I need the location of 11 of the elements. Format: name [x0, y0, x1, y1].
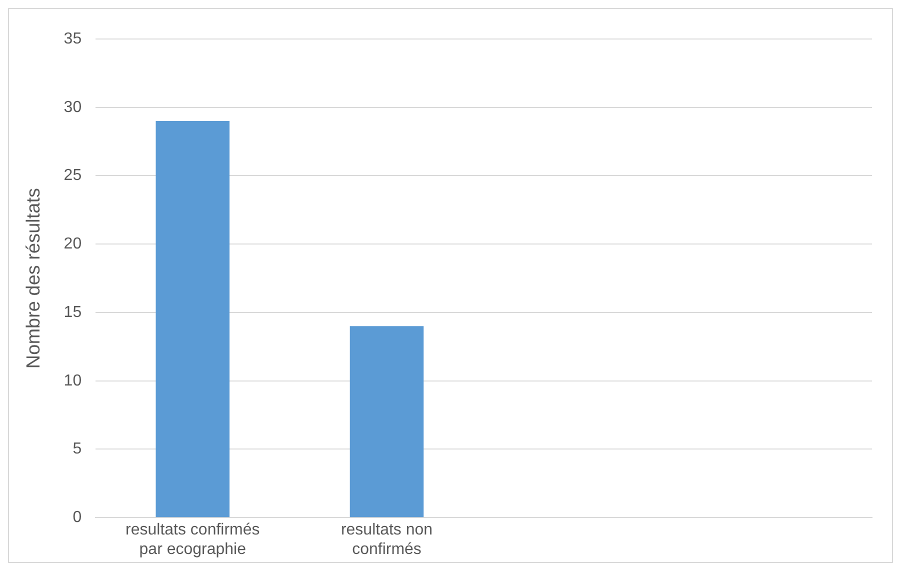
- y-tick-label: 10: [64, 372, 82, 390]
- y-tick-label: 5: [72, 440, 82, 458]
- y-tick-label: 20: [64, 236, 82, 253]
- x-tick-label: resultats confirmés par ecographie: [126, 522, 260, 558]
- y-tick-label: 35: [64, 30, 82, 48]
- y-tick-label: 0: [72, 509, 82, 526]
- x-tick-label: resultats non confirmés: [340, 522, 433, 558]
- y-tick-label: 30: [64, 98, 82, 116]
- y-axis-title: Nombre des résultats: [24, 188, 45, 369]
- y-tick-label: 15: [64, 304, 82, 321]
- y-tick-label: 25: [64, 167, 82, 184]
